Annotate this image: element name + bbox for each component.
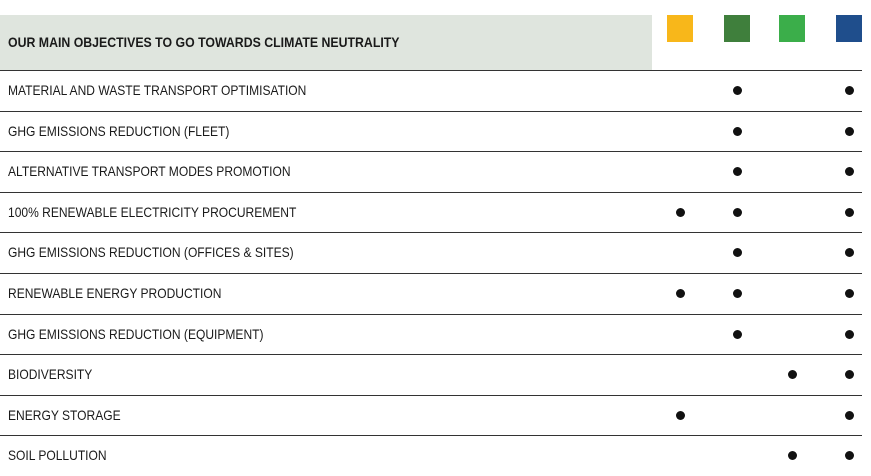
check-dot — [844, 370, 854, 380]
check-dot — [675, 289, 685, 298]
header-band — [0, 15, 652, 71]
check-dot — [732, 289, 742, 298]
check-dot — [732, 86, 742, 95]
check-dot — [844, 126, 854, 136]
header-title: OUR MAIN OBJECTIVES TO GO TOWARDS CLIMAT… — [8, 34, 400, 50]
check-dot — [844, 289, 854, 298]
check-dot — [787, 370, 797, 380]
sdg-icon — [779, 15, 805, 42]
table-row: GHG EMISSIONS REDUCTION (OFFICES & SITES… — [0, 232, 862, 273]
table-row: GHG EMISSIONS REDUCTION (FLEET) — [0, 110, 862, 152]
table-row: 100% RENEWABLE ELECTRICITY PROCUREMENT — [0, 191, 862, 233]
check-dot — [844, 207, 854, 217]
check-dot — [844, 86, 854, 95]
row-label: 100% RENEWABLE ELECTRICITY PROCUREMENT — [8, 203, 297, 220]
row-label: ALTERNATIVE TRANSPORT MODES PROMOTION — [8, 163, 291, 180]
check-dot — [732, 207, 742, 217]
row-label: RENEWABLE ENERGY PRODUCTION — [8, 285, 222, 301]
check-dot — [844, 167, 854, 177]
check-dot — [732, 167, 742, 177]
check-dot — [844, 329, 854, 339]
sdg-icon — [724, 15, 750, 42]
table-row: GHG EMISSIONS REDUCTION (EQUIPMENT) — [0, 313, 862, 355]
check-dot — [732, 329, 742, 339]
table-row: BIODIVERSITY — [0, 354, 862, 395]
table-row: RENEWABLE ENERGY PRODUCTION — [0, 273, 862, 314]
check-dot — [844, 451, 854, 461]
table-row: SOIL POLLUTION — [0, 435, 862, 476]
check-dot — [732, 248, 742, 258]
table-row: ALTERNATIVE TRANSPORT MODES PROMOTION — [0, 151, 862, 192]
page: OUR MAIN OBJECTIVES TO GO TOWARDS CLIMAT… — [0, 15, 862, 464]
table-row: ENERGY STORAGE — [0, 394, 862, 436]
check-dot — [675, 410, 685, 420]
sdg-icon — [836, 15, 862, 42]
row-label: GHG EMISSIONS REDUCTION (EQUIPMENT) — [8, 325, 264, 342]
check-dot — [732, 126, 742, 136]
row-label: GHG EMISSIONS REDUCTION (OFFICES & SITES… — [8, 244, 294, 261]
check-dot — [675, 207, 685, 217]
check-dot — [844, 410, 854, 420]
sdg-icon — [667, 15, 693, 42]
check-dot — [844, 248, 854, 258]
table-row: MATERIAL AND WASTE TRANSPORT OPTIMISATIO… — [0, 70, 862, 111]
row-label: BIODIVERSITY — [8, 366, 93, 383]
check-dot — [787, 451, 797, 461]
row-label: SOIL POLLUTION — [8, 447, 107, 464]
row-label: ENERGY STORAGE — [8, 406, 121, 423]
row-label: GHG EMISSIONS REDUCTION (FLEET) — [8, 122, 230, 139]
row-label: MATERIAL AND WASTE TRANSPORT OPTIMISATIO… — [8, 82, 307, 98]
